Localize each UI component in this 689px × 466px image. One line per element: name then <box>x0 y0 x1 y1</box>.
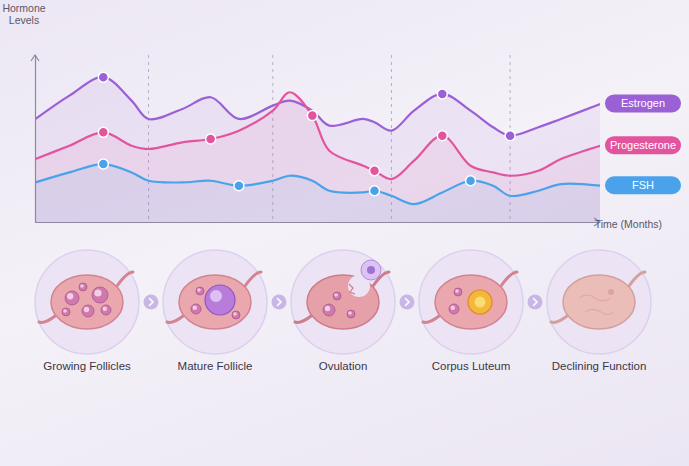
svg-text:HormoneLevels: HormoneLevels <box>2 2 45 26</box>
svg-text:Mature Follicle: Mature Follicle <box>178 360 253 372</box>
svg-text:Time (Months): Time (Months) <box>595 218 662 230</box>
svg-text:Declining Function: Declining Function <box>552 360 647 372</box>
svg-text:Estrogen: Estrogen <box>621 97 665 109</box>
svg-text:FSH: FSH <box>632 179 654 191</box>
svg-text:Ovulation: Ovulation <box>319 360 368 372</box>
svg-text:Growing Follicles: Growing Follicles <box>43 360 131 372</box>
svg-text:Progesterone: Progesterone <box>610 139 676 151</box>
svg-text:Corpus Luteum: Corpus Luteum <box>432 360 511 372</box>
